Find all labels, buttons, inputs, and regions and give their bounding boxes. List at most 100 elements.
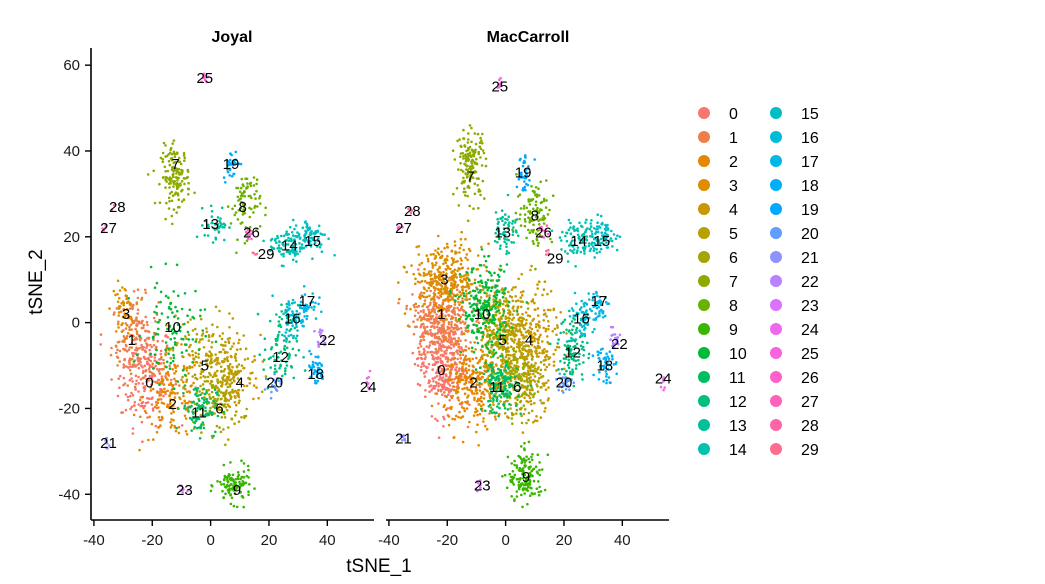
point-cluster-9 xyxy=(531,453,534,456)
point-cluster-11 xyxy=(195,426,199,430)
point-cluster-3 xyxy=(445,257,448,261)
point-cluster-9 xyxy=(523,441,526,445)
point-cluster-5 xyxy=(504,315,508,319)
point-cluster-3 xyxy=(112,289,116,293)
point-cluster-9 xyxy=(543,488,547,492)
point-cluster-10 xyxy=(164,262,168,266)
point-cluster-11 xyxy=(203,392,207,396)
point-cluster-5 xyxy=(188,354,192,357)
point-cluster-5 xyxy=(202,346,206,349)
point-cluster-4 xyxy=(526,314,530,317)
point-cluster-7 xyxy=(171,166,174,169)
point-cluster-9 xyxy=(517,454,520,458)
point-cluster-12 xyxy=(280,317,284,321)
point-cluster-6 xyxy=(503,412,507,415)
point-cluster-7 xyxy=(164,170,167,173)
point-cluster-8 xyxy=(546,213,550,216)
point-cluster-3 xyxy=(485,269,489,273)
point-cluster-12 xyxy=(278,323,282,326)
point-cluster-11 xyxy=(498,406,501,410)
point-cluster-16 xyxy=(287,334,291,338)
point-cluster-2 xyxy=(493,415,497,419)
point-cluster-9 xyxy=(508,472,512,476)
point-cluster-4 xyxy=(264,375,268,378)
point-cluster-5 xyxy=(188,365,191,368)
point-cluster-9 xyxy=(248,483,251,486)
point-cluster-9 xyxy=(229,461,232,464)
point-cluster-6 xyxy=(536,385,539,388)
point-cluster-8 xyxy=(544,206,548,209)
point-cluster-0 xyxy=(131,393,135,397)
point-cluster-7 xyxy=(183,159,186,163)
point-cluster-10 xyxy=(166,316,170,319)
point-cluster-1 xyxy=(144,369,148,373)
cluster-label-7: 7 xyxy=(171,156,179,173)
point-cluster-2 xyxy=(170,405,173,409)
point-cluster-8 xyxy=(241,201,245,205)
point-cluster-6 xyxy=(195,377,199,381)
point-cluster-7 xyxy=(180,179,184,183)
point-cluster-11 xyxy=(489,409,492,413)
point-cluster-5 xyxy=(212,333,215,336)
point-cluster-12 xyxy=(273,364,277,367)
point-cluster-7 xyxy=(457,168,460,171)
point-cluster-8 xyxy=(518,193,522,196)
point-cluster-1 xyxy=(437,296,441,300)
point-cluster-2 xyxy=(193,363,196,367)
point-cluster-2 xyxy=(153,405,157,409)
point-cluster-0 xyxy=(159,362,163,365)
point-cluster-3 xyxy=(464,256,468,260)
point-cluster-2 xyxy=(461,378,465,382)
point-cluster-3 xyxy=(441,302,445,306)
cluster-label-5: 5 xyxy=(201,358,209,375)
point-cluster-9 xyxy=(227,490,230,494)
point-cluster-8 xyxy=(239,207,243,210)
point-cluster-4 xyxy=(537,337,540,341)
point-cluster-2 xyxy=(193,411,197,414)
point-cluster-12 xyxy=(262,368,266,371)
point-cluster-5 xyxy=(517,318,520,322)
point-cluster-5 xyxy=(207,355,211,358)
point-cluster-4 xyxy=(213,359,216,363)
point-cluster-4 xyxy=(545,315,548,318)
point-cluster-3 xyxy=(457,267,461,270)
point-cluster-13 xyxy=(210,210,214,213)
point-cluster-16 xyxy=(284,331,288,334)
point-cluster-0 xyxy=(420,365,423,369)
point-cluster-8 xyxy=(239,194,243,198)
point-cluster-2 xyxy=(442,405,446,409)
point-cluster-1 xyxy=(128,307,132,310)
point-cluster-7 xyxy=(168,200,171,203)
point-cluster-10 xyxy=(503,321,506,324)
point-cluster-10 xyxy=(489,279,493,282)
point-cluster-3 xyxy=(420,279,424,283)
point-cluster-5 xyxy=(514,323,518,327)
point-cluster-0 xyxy=(150,403,154,406)
point-cluster-7 xyxy=(172,139,176,142)
point-cluster-10 xyxy=(470,294,473,298)
point-cluster-0 xyxy=(428,390,431,394)
point-cluster-10 xyxy=(156,321,160,324)
point-cluster-10 xyxy=(504,287,507,290)
point-cluster-5 xyxy=(227,376,230,380)
point-cluster-3 xyxy=(123,315,127,319)
point-cluster-7 xyxy=(170,158,174,162)
point-cluster-10 xyxy=(172,353,175,357)
point-cluster-6 xyxy=(217,389,221,392)
point-cluster-1 xyxy=(116,356,120,360)
cluster-label-15: 15 xyxy=(304,233,321,250)
point-cluster-5 xyxy=(483,353,486,357)
point-cluster-6 xyxy=(220,397,223,401)
point-cluster-14 xyxy=(278,250,282,253)
point-cluster-3 xyxy=(451,259,455,262)
point-cluster-6 xyxy=(237,363,241,366)
point-cluster-4 xyxy=(542,326,545,330)
point-cluster-8 xyxy=(258,196,261,200)
point-cluster-9 xyxy=(515,464,519,467)
point-cluster-0 xyxy=(441,384,444,387)
point-cluster-1 xyxy=(417,346,420,350)
point-cluster-5 xyxy=(191,375,194,378)
point-cluster-11 xyxy=(497,402,500,406)
point-cluster-1 xyxy=(426,318,429,322)
point-cluster-0 xyxy=(436,357,439,361)
